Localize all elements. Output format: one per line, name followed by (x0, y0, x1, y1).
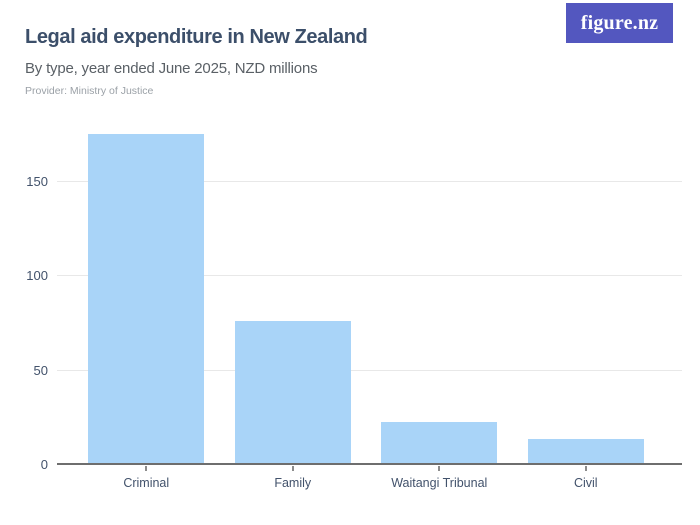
bar-waitangi-tribunal[interactable] (381, 421, 498, 465)
y-axis-label-100: 100 (26, 268, 48, 284)
chart-subtitle: By type, year ended June 2025, NZD milli… (25, 60, 318, 77)
y-axis-label-150: 150 (26, 173, 48, 189)
x-axis-label-civil: Civil (573, 476, 598, 490)
x-axis-label-family: Family (274, 476, 312, 490)
x-axis-label-waitangi-tribunal: Waitangi Tribunal (391, 476, 488, 490)
x-axis-label-criminal: Criminal (123, 476, 170, 490)
provider-attribution: Provider: Ministry of Justice (25, 85, 154, 97)
figurenz-logo-text: figure.nz (580, 11, 659, 34)
x-axis-tick-family (291, 466, 294, 471)
gridline-150 (57, 180, 682, 182)
figurenz-logo[interactable]: figure.nz (566, 3, 673, 43)
y-axis-label-0: 0 (40, 457, 48, 472)
x-axis-tick-civil (584, 466, 587, 471)
x-axis-line (57, 463, 682, 465)
x-axis-tick-waitangi-tribunal (438, 466, 441, 471)
bar-civil[interactable] (527, 438, 644, 465)
plot-area: 0 50 100 150 Criminal Family Waitangi Tribunal… (26, 125, 682, 490)
bar-family[interactable] (234, 321, 351, 465)
x-axis-tick-criminal (145, 466, 148, 471)
bar-criminal[interactable] (88, 134, 205, 465)
gridline-50 (57, 369, 682, 371)
chart-title: Legal aid expenditure in New Zealand (25, 26, 368, 48)
y-axis-label-50: 50 (33, 362, 48, 378)
gridline-100 (57, 275, 682, 277)
